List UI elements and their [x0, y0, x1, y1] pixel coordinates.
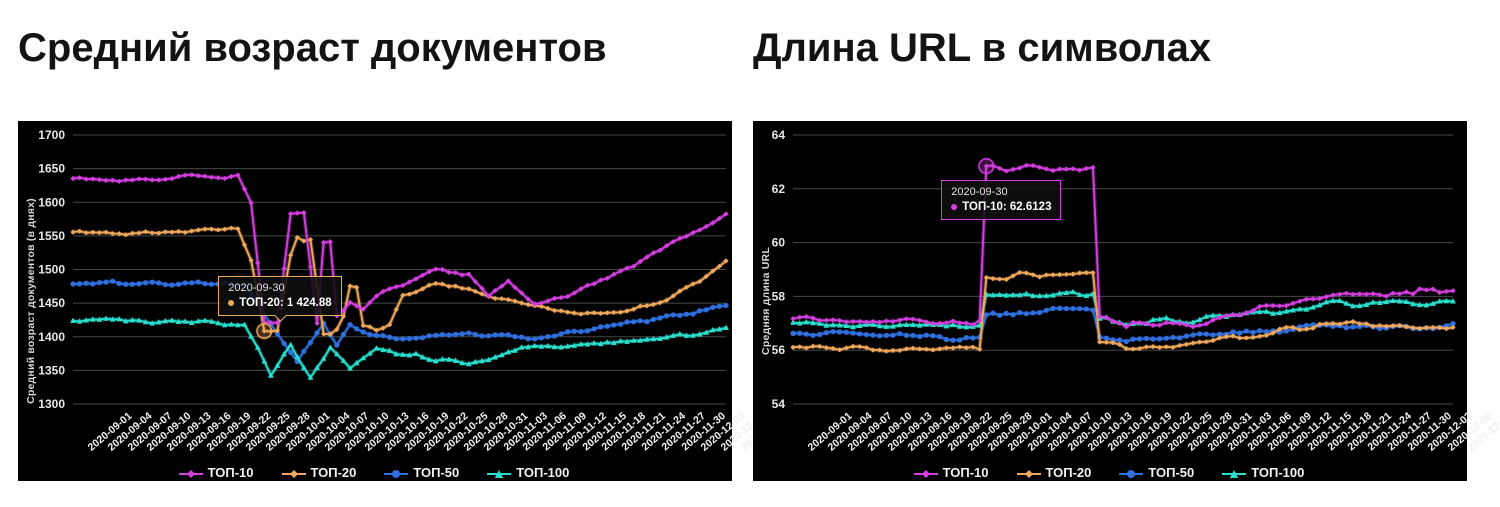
svg-text:1300: 1300 [38, 397, 65, 411]
svg-text:1400: 1400 [38, 330, 65, 344]
svg-text:1450: 1450 [38, 296, 65, 310]
svg-text:1650: 1650 [38, 162, 65, 176]
svg-text:1700: 1700 [38, 128, 65, 142]
svg-text:1500: 1500 [38, 263, 65, 277]
svg-text:64: 64 [772, 128, 786, 142]
svg-text:1350: 1350 [38, 363, 65, 377]
svg-text:1550: 1550 [38, 229, 65, 243]
svg-text:1600: 1600 [38, 195, 65, 209]
